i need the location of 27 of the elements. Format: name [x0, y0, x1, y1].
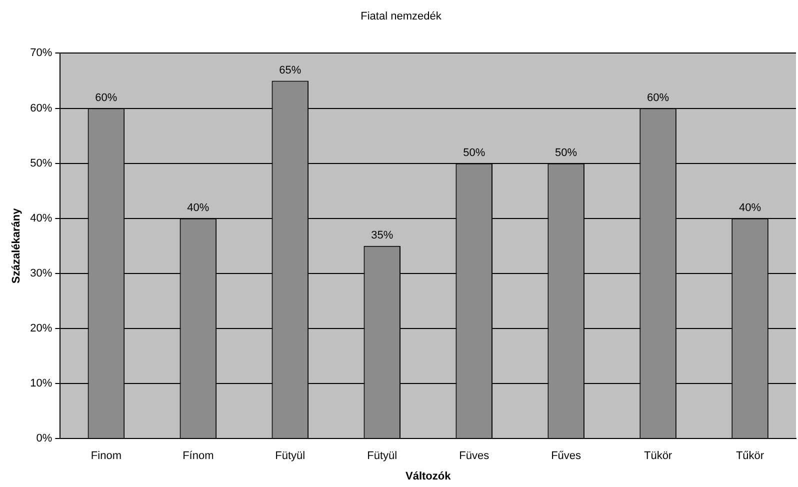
y-tick-label: 60%	[30, 102, 52, 114]
data-label: 40%	[187, 202, 210, 214]
y-tick-label: 0%	[36, 432, 52, 445]
data-label: 40%	[739, 202, 762, 214]
y-tick-label: 50%	[30, 157, 52, 170]
x-tick-label: Füves	[459, 450, 490, 462]
y-tick-label: 10%	[30, 378, 52, 390]
data-label: 50%	[555, 146, 578, 159]
x-tick-label: Fütyül	[367, 450, 398, 462]
data-label: 60%	[95, 92, 118, 104]
y-tick-label: 40%	[30, 212, 52, 224]
data-label: 60%	[647, 92, 670, 104]
data-label: 50%	[463, 146, 486, 159]
y-axis-title: Százalékarány	[10, 207, 23, 284]
x-tick-label: Tükör	[644, 450, 672, 462]
data-label: 65%	[279, 64, 302, 76]
y-tick-label: 20%	[30, 322, 52, 335]
y-tick-label: 70%	[30, 47, 52, 60]
x-tick-label: Finom	[90, 450, 122, 462]
x-tick-label: Fűves	[551, 450, 582, 462]
x-axis-title: Változók	[405, 470, 452, 482]
y-tick-label: 30%	[30, 267, 52, 280]
x-tick-label: Tűkör	[736, 450, 764, 462]
x-tick-label: Fütyül	[275, 450, 306, 462]
data-label: 35%	[371, 229, 394, 242]
chart-title: Fiatal nemzedék	[360, 10, 442, 23]
x-tick-label: Fínom	[182, 450, 214, 462]
